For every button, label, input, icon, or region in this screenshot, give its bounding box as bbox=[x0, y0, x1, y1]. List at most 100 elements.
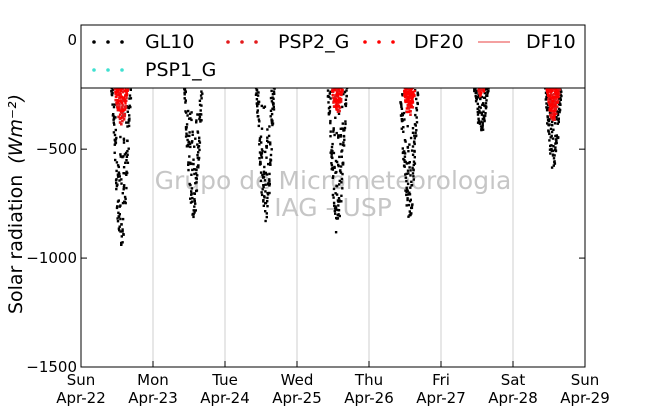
data-point bbox=[260, 148, 264, 151]
data-point bbox=[553, 115, 556, 118]
data-point bbox=[476, 107, 479, 110]
data-point bbox=[552, 157, 556, 160]
data-point bbox=[198, 141, 202, 144]
data-point bbox=[258, 139, 261, 142]
data-point bbox=[200, 104, 203, 107]
legend-swatch bbox=[92, 68, 96, 72]
data-point bbox=[190, 173, 193, 176]
data-point bbox=[186, 114, 189, 117]
data-point bbox=[548, 98, 551, 101]
data-point bbox=[340, 90, 343, 93]
data-point bbox=[193, 192, 196, 195]
data-point bbox=[332, 196, 335, 199]
data-point bbox=[191, 133, 194, 136]
data-point bbox=[267, 134, 271, 138]
data-point bbox=[120, 122, 123, 126]
data-point bbox=[559, 103, 562, 106]
data-point bbox=[193, 211, 196, 214]
legend-label: PSP1_G bbox=[145, 59, 216, 81]
data-point bbox=[407, 150, 410, 153]
data-point bbox=[198, 99, 202, 102]
data-point bbox=[258, 151, 262, 154]
data-point bbox=[271, 123, 274, 127]
data-point bbox=[263, 196, 266, 199]
data-point bbox=[334, 97, 338, 101]
data-point bbox=[340, 181, 343, 184]
data-point bbox=[329, 97, 332, 100]
data-point bbox=[115, 136, 118, 140]
data-point bbox=[262, 176, 266, 179]
data-point bbox=[113, 123, 116, 126]
data-point bbox=[405, 172, 408, 175]
data-point bbox=[121, 228, 124, 231]
data-point bbox=[271, 93, 275, 96]
data-point bbox=[118, 105, 121, 108]
data-point bbox=[336, 208, 339, 212]
data-point bbox=[553, 109, 556, 113]
data-point bbox=[197, 158, 200, 161]
data-point bbox=[338, 99, 342, 102]
data-point bbox=[330, 162, 333, 165]
data-point bbox=[547, 98, 550, 101]
legend-swatch bbox=[120, 68, 124, 72]
data-point bbox=[267, 140, 270, 144]
data-point bbox=[115, 206, 119, 210]
data-point bbox=[545, 102, 548, 105]
data-point bbox=[405, 100, 408, 103]
data-point bbox=[474, 95, 477, 98]
data-point bbox=[401, 113, 404, 117]
data-point bbox=[271, 122, 275, 125]
data-point bbox=[194, 172, 198, 175]
data-point bbox=[399, 102, 403, 105]
data-point bbox=[485, 105, 488, 108]
data-point bbox=[549, 136, 552, 139]
data-point bbox=[119, 90, 123, 93]
y-tick-label: −1000 bbox=[26, 249, 77, 267]
data-point bbox=[120, 241, 123, 245]
data-point bbox=[333, 209, 336, 213]
data-point bbox=[189, 145, 192, 149]
data-point bbox=[126, 161, 130, 164]
data-point bbox=[552, 164, 555, 167]
data-point bbox=[339, 165, 343, 168]
data-point bbox=[344, 120, 347, 123]
data-point bbox=[121, 119, 124, 123]
data-point bbox=[406, 125, 409, 128]
data-point bbox=[192, 213, 195, 216]
data-point bbox=[476, 121, 480, 124]
data-point bbox=[192, 215, 195, 219]
data-point bbox=[475, 91, 478, 95]
data-point bbox=[195, 121, 198, 124]
data-point bbox=[554, 108, 558, 111]
data-point bbox=[116, 220, 120, 223]
data-point bbox=[187, 161, 190, 164]
data-point bbox=[558, 88, 561, 91]
data-point bbox=[331, 156, 334, 160]
data-point bbox=[117, 93, 121, 97]
data-point bbox=[401, 119, 405, 122]
data-point bbox=[342, 92, 345, 96]
data-point bbox=[331, 176, 334, 179]
data-point bbox=[338, 179, 341, 183]
data-point bbox=[126, 89, 129, 92]
data-point bbox=[183, 88, 187, 91]
data-point bbox=[406, 90, 410, 94]
data-point bbox=[406, 110, 409, 114]
data-point bbox=[187, 140, 191, 144]
data-point bbox=[118, 179, 121, 182]
data-point bbox=[262, 204, 265, 207]
data-point bbox=[412, 178, 415, 181]
data-point bbox=[257, 115, 260, 118]
data-point bbox=[482, 114, 485, 117]
legend-swatch bbox=[377, 40, 381, 44]
data-point bbox=[128, 119, 131, 122]
data-point bbox=[330, 153, 333, 156]
data-point bbox=[413, 140, 416, 143]
data-point bbox=[190, 118, 193, 122]
data-point bbox=[410, 180, 413, 183]
data-point bbox=[407, 215, 410, 218]
data-point bbox=[405, 186, 408, 189]
data-point bbox=[195, 168, 198, 172]
data-point bbox=[410, 104, 413, 107]
data-point bbox=[553, 122, 557, 125]
